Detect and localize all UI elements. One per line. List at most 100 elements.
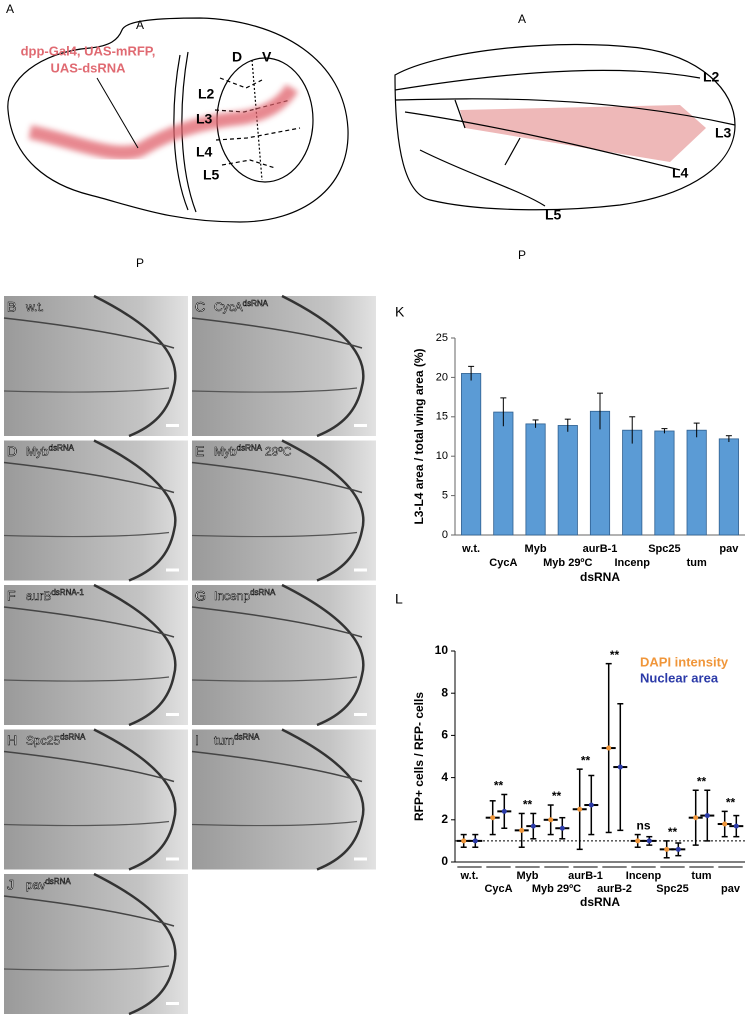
mean-dot — [501, 808, 507, 814]
genotype-name: Myb — [26, 445, 49, 459]
driver-label: UAS-dsRNA — [50, 60, 126, 75]
adult-wing-diagram — [394, 43, 736, 211]
wing-margin — [281, 439, 365, 582]
mean-dot — [577, 806, 583, 812]
bar — [525, 423, 546, 536]
y-axis-label: RFP+ cells / RFP- cells — [412, 692, 426, 821]
ventral-label: V — [262, 49, 272, 65]
vein-label: L2 — [703, 69, 720, 85]
significance-label: ** — [494, 779, 504, 793]
significance-label: ns — [636, 819, 650, 833]
genotype-name: Myb — [214, 445, 237, 459]
vein-label: L2 — [198, 86, 215, 102]
x-tick-label: Myb — [517, 870, 539, 882]
genotype-name: w.t. — [25, 300, 44, 314]
vein — [3, 965, 170, 971]
genotype-name: aurB — [26, 589, 51, 603]
panel-label: C — [195, 299, 205, 315]
significance-label: ** — [726, 796, 736, 810]
panel-label: J — [7, 877, 14, 893]
scale-bar — [166, 857, 179, 861]
x-tick-label: CycA — [489, 557, 517, 569]
micrograph-image — [4, 296, 188, 436]
x-tick-label: pav — [721, 883, 741, 895]
wing-margin — [93, 872, 177, 1016]
anterior-label: A — [518, 12, 526, 26]
x-tick-label: Myb 29ºC — [543, 557, 592, 569]
vein — [3, 387, 170, 393]
micrograph-image — [192, 296, 376, 436]
genotype-superscript: dsRNA — [250, 588, 276, 597]
scale-bar — [166, 1002, 179, 1005]
genotype-name: Spc25 — [26, 734, 60, 748]
significance-label: ** — [668, 825, 678, 839]
vein — [191, 531, 358, 538]
mean-dot — [646, 838, 652, 844]
vein — [3, 531, 170, 538]
x-tick-label: pav — [719, 543, 739, 555]
genotype-superscript: dsRNA — [49, 444, 75, 453]
mean-dot — [490, 815, 496, 821]
driver-label: dpp-Gal4, UAS-mRFP, — [21, 43, 156, 58]
bar — [622, 429, 643, 536]
genotype-label: tumdsRNA — [214, 733, 260, 748]
panel-label: H — [7, 732, 17, 748]
micrograph: H Spc25dsRNA — [3, 728, 188, 871]
x-tick-label: Myb — [525, 543, 547, 555]
vein-label: L5 — [203, 167, 220, 183]
micrograph: C CycAdsRNA — [191, 294, 376, 438]
panel-label: A — [6, 2, 14, 16]
panel-label: D — [7, 443, 17, 459]
vein — [3, 820, 170, 827]
mean-dot — [530, 823, 536, 829]
x-tick-label: w.t. — [461, 543, 480, 555]
vein — [191, 461, 363, 494]
panel-label: E — [195, 443, 204, 459]
genotype-name: pav — [26, 878, 45, 892]
significance-label: ** — [552, 789, 562, 803]
scale-bar — [166, 713, 179, 716]
wing-margin — [93, 439, 177, 582]
vein — [3, 676, 170, 682]
x-tick-label: Myb 29ºC — [532, 883, 581, 895]
mean-dot — [548, 817, 554, 823]
x-tick-label: aurB-1 — [568, 870, 603, 882]
bar — [686, 429, 707, 536]
mean-dot — [472, 838, 478, 844]
significance-label: ** — [610, 648, 620, 662]
micrograph: G IncenpdsRNA — [191, 583, 376, 727]
y-tick-label: 5 — [442, 490, 448, 502]
mean-dot — [722, 821, 728, 827]
micrograph-image — [4, 585, 188, 725]
vein — [191, 676, 358, 682]
significance-label: ** — [523, 798, 533, 812]
wing-margin — [281, 294, 365, 438]
posterior-label: P — [136, 256, 144, 270]
vein — [191, 606, 363, 638]
mean-dot — [733, 823, 739, 829]
panel-label: B — [7, 299, 16, 315]
x-axis-label: dsRNA — [580, 895, 620, 909]
significance-label: ** — [697, 774, 707, 788]
wing-margin — [93, 294, 177, 438]
dorsal-label: D — [232, 49, 242, 65]
mean-dot — [675, 846, 681, 852]
vein — [3, 606, 175, 638]
y-tick-label: 10 — [435, 643, 449, 657]
anterior-label: A — [136, 18, 144, 32]
wing-disc-diagram — [7, 17, 349, 223]
x-tick-label: CycA — [484, 883, 512, 895]
vein — [3, 750, 175, 783]
vein-label: L5 — [545, 207, 562, 223]
genotype-superscript: dsRNA — [45, 877, 71, 886]
mean-dot — [559, 825, 565, 831]
genotype-superscript: dsRNA — [60, 733, 86, 742]
x-tick-label: Incenp — [626, 870, 662, 882]
wing-margin — [93, 728, 177, 871]
wing-margin — [281, 583, 365, 727]
genotype-label: IncenpdsRNA — [214, 588, 276, 603]
legend-entry: Nuclear area — [640, 670, 719, 685]
